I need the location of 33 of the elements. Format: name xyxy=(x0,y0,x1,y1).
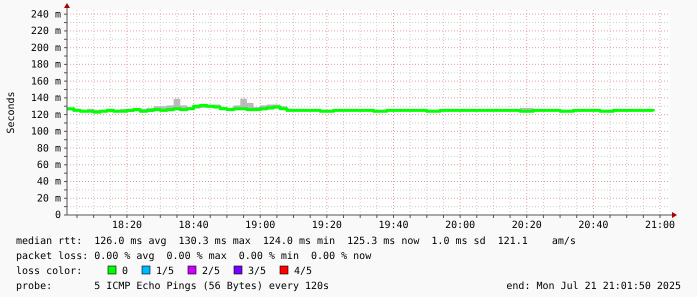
y-tick-label: 180 m xyxy=(30,60,61,71)
y-tick-label: 220 m xyxy=(30,26,61,38)
legend-label: 2/5 xyxy=(202,266,220,277)
y-tick-label: 20 m xyxy=(36,193,61,204)
y-tick-label: 100 m xyxy=(30,126,61,138)
y-tick-label: 200 m xyxy=(30,42,61,54)
x-tick-label: 18:20 xyxy=(112,220,142,232)
y-tick-label: 80 m xyxy=(36,143,61,154)
x-tick-label: 21:00 xyxy=(644,220,676,232)
x-tick-label: 18:40 xyxy=(178,220,209,232)
y-tick-label: 60 m xyxy=(36,160,61,171)
y-tick-label: 160 m xyxy=(30,76,61,88)
legend-label: 4/5 xyxy=(294,266,312,277)
legend-label: 3/5 xyxy=(248,266,266,277)
y-tick-label: 0 xyxy=(54,210,61,222)
x-tick-label: 19:20 xyxy=(312,220,342,232)
y-tick-label: 120 m xyxy=(30,110,61,121)
text: median rtt: 126.0 ms avg 130.3 ms max 124.0 ms min 125.3 ms now 1.0 ms sd 121.1 am/s xyxy=(16,236,576,247)
x-tick-label: 19:00 xyxy=(245,220,276,232)
y-axis-title: Seconds xyxy=(6,91,17,134)
x-tick-label: 20:40 xyxy=(578,220,608,232)
x-tick-label: 20:00 xyxy=(445,220,476,232)
x-tick-label: 20:20 xyxy=(512,220,542,232)
legend-label: 0 xyxy=(122,266,128,277)
x-tick-label: 19:40 xyxy=(378,220,409,232)
legend-label: 1/5 xyxy=(156,266,174,277)
y-tick-label: 140 m xyxy=(30,93,61,104)
text: end: Mon Jul 21 21:01:50 2025 xyxy=(506,281,681,292)
y-tick-label: 240 m xyxy=(30,9,61,20)
text: probe: 5 ICMP Echo Pings (56 Bytes) every 120s xyxy=(16,281,330,292)
text: packet loss: 0.00 % avg 0.00 % max 0.00 % min 0.00 % now xyxy=(16,251,372,262)
y-tick-label: 40 m xyxy=(36,176,61,188)
legend-title: loss color: xyxy=(16,266,82,277)
